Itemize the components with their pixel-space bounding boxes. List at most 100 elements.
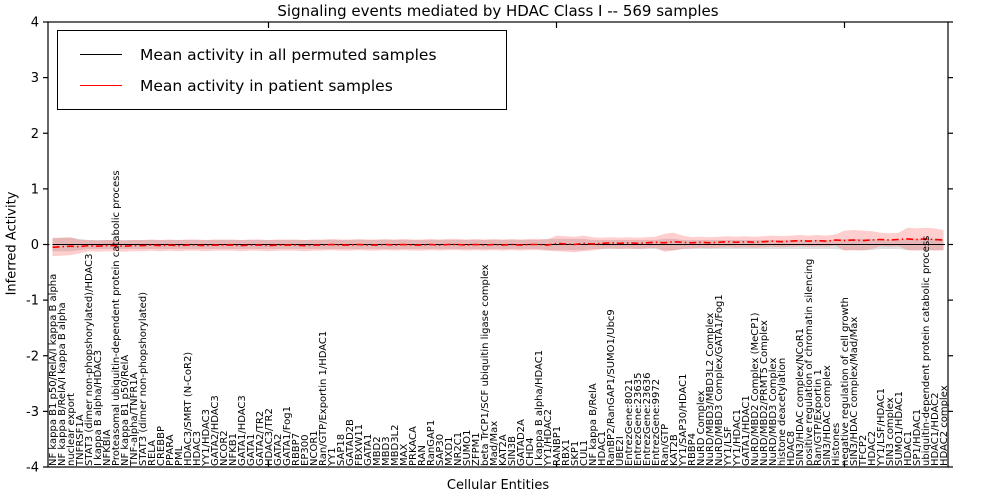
x-tick-label: SIN3/HDAC complex/NCoR1 [795, 328, 806, 466]
x-tick-label: SIN3/HDAC complex [822, 365, 833, 466]
x-tick-label: Proteasomal ubiquitin-dependent protein … [111, 170, 122, 466]
x-tick-label: HDAC1 [903, 431, 914, 466]
x-tick-label: GATA1/HDAC1 [741, 395, 752, 466]
x-tick-label: NuRD/MBD2 Complex (MeCP1) [750, 312, 761, 466]
x-tick-label: YY1/LSF/HDAC1 [876, 388, 887, 467]
x-tick-label: EntrezGene:23635 [633, 373, 644, 466]
x-tick-label: GATAD2A [516, 419, 527, 466]
x-tick-label: GATA1/HDAC3 [237, 395, 248, 466]
legend-row-patient: Mean activity in patient samples [68, 70, 496, 101]
x-tick-label: GATA2/HDAC3 [210, 395, 221, 466]
x-tick-label: NCOR2 [219, 430, 230, 466]
x-tick-label: NR2C1 [453, 432, 464, 466]
x-tick-label: EntrezGene:9972 [651, 379, 662, 466]
x-tick-label: YY1/HDAC2 [543, 409, 554, 467]
x-tick-label: EntrezGene:23636 [642, 373, 653, 466]
x-tick-label: ZFPM1 [471, 432, 482, 466]
x-tick-label: MBD3 [381, 436, 392, 466]
patient-band [52, 227, 944, 257]
x-tick-label: NuRD/MBD3/MBD3L2 Complex [705, 313, 716, 466]
x-tick-label: HDAC1 [597, 431, 608, 466]
x-tick-label: GATA1 [363, 434, 374, 466]
x-tick-label: HDAC1/HDAC2 [930, 393, 941, 466]
x-tick-label: MBD2 [372, 436, 383, 466]
x-tick-label: NF kappa B/RelA/I kappa B alpha [57, 302, 68, 466]
x-tick-label: NuRD/MBD3 Complex [768, 357, 779, 466]
x-tick-label: NF kappa B1 p50/RelA [120, 355, 131, 466]
x-tick-label: SAP18 [336, 434, 347, 466]
legend-row-permuted: Mean activity in all permuted samples [68, 39, 496, 70]
x-tick-label: GATAD2B [345, 419, 356, 466]
x-tick-label: SP1/HDAC1 [912, 409, 923, 466]
x-tick-label: NuRD/MBD3 Complex/GATA1/Fog1 [714, 294, 725, 466]
x-tick-label: YY1 [327, 447, 338, 467]
x-tick-label: HDAC3 [192, 431, 203, 466]
x-tick-label: HDAC3/SMRT (N-CoR2) [183, 352, 194, 466]
x-tick-label: PRKACA [408, 426, 419, 466]
x-tick-label: MBD3L2 [390, 425, 401, 466]
x-tick-label: Ran/GTP/Exportin 1/HDAC1 [318, 331, 329, 466]
x-tick-label: CREBBP [156, 426, 167, 466]
x-tick-label: NuRD/MBD2/PRMT5 Complex [759, 320, 770, 466]
chart-title: Signaling events mediated by HDAC Class … [277, 2, 719, 20]
x-tick-label: GATA1/Fog1 [282, 406, 293, 466]
x-tick-label: YY1/HDAC1 [732, 409, 743, 467]
x-tick-label: NCOR1 [309, 430, 320, 466]
x-tick-label: STAT3 (dimer non-phopshorylated) [138, 292, 149, 466]
x-tick-label: NF kappa B1 p50/RelA/I kappa B alpha [48, 274, 59, 466]
y-tick-label: -1 [26, 294, 39, 309]
x-tick-label: HDAC2 [867, 431, 878, 466]
x-tick-label: NFKBIA [102, 429, 113, 466]
x-tick-label: KAT2A [498, 434, 509, 466]
x-tick-label: RanBP2/RanGAP1/SUMO1/Ubc9 [606, 309, 617, 466]
x-tick-label: beta TrCP1/SCF ubiquitin ligase complex [480, 264, 491, 466]
y-tick-label: -3 [26, 405, 39, 420]
x-tick-label: NFKB1 [228, 433, 239, 466]
x-tick-label: Histones [831, 423, 842, 466]
x-tick-label: EntrezGene:8021 [624, 379, 635, 466]
x-tick-label: TNF-alpha/TNFR1A [129, 372, 140, 467]
x-tick-label: RBBP4 [687, 433, 698, 466]
x-tick-label: PPARA [165, 434, 176, 466]
x-tick-label: Mad/Max [489, 421, 500, 466]
y-tick-label: -2 [26, 349, 39, 364]
y-tick-label: 4 [31, 16, 39, 31]
legend-label-permuted: Mean activity in all permuted samples [140, 45, 437, 64]
x-tick-label: RBBP7 [291, 433, 302, 466]
x-tick-label: SIN3B [507, 436, 518, 466]
x-tick-label: GATA2 [273, 434, 284, 466]
x-tick-label: RanGAP1 [426, 420, 437, 466]
x-axis-label: Cellular Entities [446, 478, 550, 493]
x-tick-label: MXD1 [444, 436, 455, 466]
x-tick-label: HDAC2 complex [939, 385, 950, 466]
x-tick-label: NF kappa B/RelA [588, 383, 599, 466]
x-tick-label: CUL1 [579, 440, 590, 466]
y-tick-label: 3 [31, 71, 39, 86]
x-tick-label: YY1/HDAC3 [201, 409, 212, 467]
x-tick-label: SIN3 complex [885, 397, 896, 466]
x-tick-label: HDAC3/TR2 [264, 408, 275, 466]
patient-line-swatch [80, 85, 122, 86]
legend-label-patient: Mean activity in patient samples [140, 76, 393, 95]
x-tick-label: STAT3 (dimer non-phopshorylated)/HDAC3 [84, 253, 95, 466]
x-tick-label: UBE2I [615, 436, 626, 466]
permuted-line-swatch [80, 54, 122, 55]
x-tick-label: RAN [417, 445, 428, 466]
x-tick-label: negative regulation of cell growth [840, 297, 851, 466]
x-tick-label: positive regulation of chromatin silenci… [804, 259, 815, 466]
x-tick-label: I kappa B alpha/HDAC1 [534, 350, 545, 466]
x-tick-label: RELA [147, 440, 158, 466]
legend: Mean activity in all permuted samples Me… [57, 30, 507, 110]
patient-mean-line [52, 238, 944, 249]
x-tick-label: TNFRSF1A [75, 414, 86, 467]
x-tick-label: PML [174, 445, 185, 466]
x-tick-label: RANBP1 [552, 426, 563, 466]
x-tick-label: ubiquitin-dependent protein catabolic pr… [921, 236, 932, 466]
y-tick-label: -4 [26, 461, 39, 476]
y-tick-label: 2 [31, 127, 39, 142]
x-tick-label: TFCP2 [858, 435, 869, 467]
x-tick-label: NuRD Complex [696, 390, 707, 466]
x-tick-label: HDAC8 [786, 431, 797, 466]
